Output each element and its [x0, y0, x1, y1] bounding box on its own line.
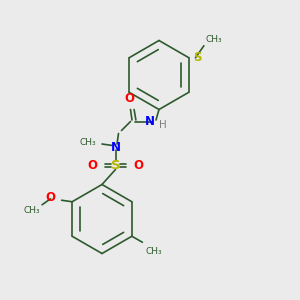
- Text: O: O: [88, 158, 98, 172]
- Text: CH₃: CH₃: [206, 35, 222, 44]
- Text: CH₃: CH₃: [146, 247, 162, 256]
- Text: CH₃: CH₃: [24, 206, 40, 215]
- Text: O: O: [134, 158, 143, 172]
- Text: S: S: [194, 51, 202, 64]
- Text: S: S: [111, 158, 120, 172]
- Text: N: N: [110, 140, 121, 154]
- Text: O: O: [124, 92, 134, 105]
- Text: H: H: [159, 119, 167, 130]
- Text: N: N: [145, 115, 154, 128]
- Text: O: O: [46, 191, 56, 204]
- Text: CH₃: CH₃: [80, 138, 96, 147]
